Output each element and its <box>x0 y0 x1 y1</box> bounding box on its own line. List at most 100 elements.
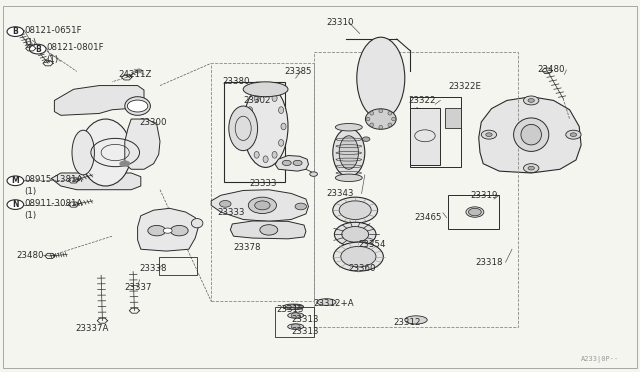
Ellipse shape <box>339 201 371 219</box>
Text: 23322: 23322 <box>408 96 436 105</box>
Circle shape <box>255 201 270 210</box>
Text: 23300: 23300 <box>140 118 167 126</box>
Ellipse shape <box>278 107 284 113</box>
Polygon shape <box>125 119 160 169</box>
Text: (1): (1) <box>47 55 59 64</box>
Ellipse shape <box>248 140 253 146</box>
Ellipse shape <box>521 125 541 145</box>
Ellipse shape <box>248 107 253 113</box>
Polygon shape <box>230 221 306 239</box>
Circle shape <box>7 176 24 186</box>
Circle shape <box>29 44 46 54</box>
Ellipse shape <box>339 136 358 169</box>
Polygon shape <box>479 97 581 173</box>
Ellipse shape <box>263 90 268 97</box>
Text: 23333: 23333 <box>218 208 245 217</box>
Ellipse shape <box>288 324 304 330</box>
Circle shape <box>287 304 296 310</box>
Ellipse shape <box>243 82 288 97</box>
Ellipse shape <box>229 106 257 151</box>
Polygon shape <box>51 173 141 190</box>
Text: 23319: 23319 <box>470 191 498 200</box>
Ellipse shape <box>365 109 396 129</box>
Circle shape <box>127 100 148 112</box>
Bar <box>314 52 518 327</box>
Circle shape <box>170 225 188 236</box>
Text: 24211Z: 24211Z <box>118 70 152 79</box>
Circle shape <box>291 313 300 318</box>
Polygon shape <box>211 190 308 221</box>
Ellipse shape <box>379 125 383 129</box>
Text: 23480: 23480 <box>16 251 44 260</box>
Circle shape <box>291 304 300 310</box>
Text: B: B <box>13 27 18 36</box>
Text: 23312: 23312 <box>394 318 421 327</box>
Ellipse shape <box>72 130 95 175</box>
Ellipse shape <box>278 140 284 146</box>
Ellipse shape <box>254 95 259 102</box>
Ellipse shape <box>333 242 383 271</box>
Text: 23354: 23354 <box>358 240 386 249</box>
Ellipse shape <box>370 123 374 127</box>
Circle shape <box>163 228 172 233</box>
Text: (1): (1) <box>24 187 36 196</box>
Text: 23312+A: 23312+A <box>314 299 354 308</box>
Circle shape <box>481 130 497 139</box>
Text: 23313: 23313 <box>292 327 319 336</box>
Ellipse shape <box>388 123 392 127</box>
Ellipse shape <box>283 304 300 310</box>
Bar <box>448 195 499 229</box>
Ellipse shape <box>422 154 433 160</box>
Text: 23378: 23378 <box>234 243 261 252</box>
Circle shape <box>7 200 24 209</box>
Ellipse shape <box>272 95 277 102</box>
Ellipse shape <box>466 207 484 217</box>
Ellipse shape <box>379 109 383 113</box>
Ellipse shape <box>245 123 250 130</box>
Circle shape <box>468 208 481 216</box>
Ellipse shape <box>254 151 259 158</box>
Text: 23338: 23338 <box>140 264 167 273</box>
Bar <box>159 257 197 275</box>
Ellipse shape <box>392 117 396 121</box>
Ellipse shape <box>405 316 428 324</box>
Ellipse shape <box>288 312 304 318</box>
Ellipse shape <box>366 117 370 121</box>
Bar <box>224 82 285 182</box>
Ellipse shape <box>333 197 378 223</box>
Circle shape <box>566 130 581 139</box>
Ellipse shape <box>342 227 369 242</box>
Circle shape <box>528 166 534 170</box>
Circle shape <box>362 137 370 141</box>
Ellipse shape <box>341 247 376 267</box>
Ellipse shape <box>335 174 362 182</box>
Text: 23343: 23343 <box>326 189 354 198</box>
Text: 23465: 23465 <box>415 213 442 222</box>
Ellipse shape <box>191 219 203 228</box>
Ellipse shape <box>388 111 392 115</box>
Text: 08915-1381A: 08915-1381A <box>24 175 83 184</box>
Ellipse shape <box>263 156 268 163</box>
Ellipse shape <box>370 111 374 115</box>
Polygon shape <box>54 86 144 115</box>
Text: 23322E: 23322E <box>448 82 481 91</box>
Circle shape <box>570 133 577 137</box>
Ellipse shape <box>513 118 548 151</box>
Text: 23313: 23313 <box>292 315 319 324</box>
Circle shape <box>528 99 534 102</box>
Ellipse shape <box>243 86 288 167</box>
Ellipse shape <box>80 119 131 186</box>
Ellipse shape <box>335 222 376 247</box>
Ellipse shape <box>310 172 317 176</box>
Circle shape <box>282 160 291 166</box>
Text: 23337A: 23337A <box>76 324 109 333</box>
Ellipse shape <box>317 299 336 305</box>
Text: A233|0P··: A233|0P·· <box>581 356 620 363</box>
Bar <box>211 63 314 301</box>
Bar <box>410 97 461 167</box>
Text: 23380: 23380 <box>223 77 250 86</box>
Text: 23333: 23333 <box>250 179 277 187</box>
Ellipse shape <box>424 155 431 159</box>
Text: (1): (1) <box>24 211 36 219</box>
Ellipse shape <box>125 97 150 115</box>
